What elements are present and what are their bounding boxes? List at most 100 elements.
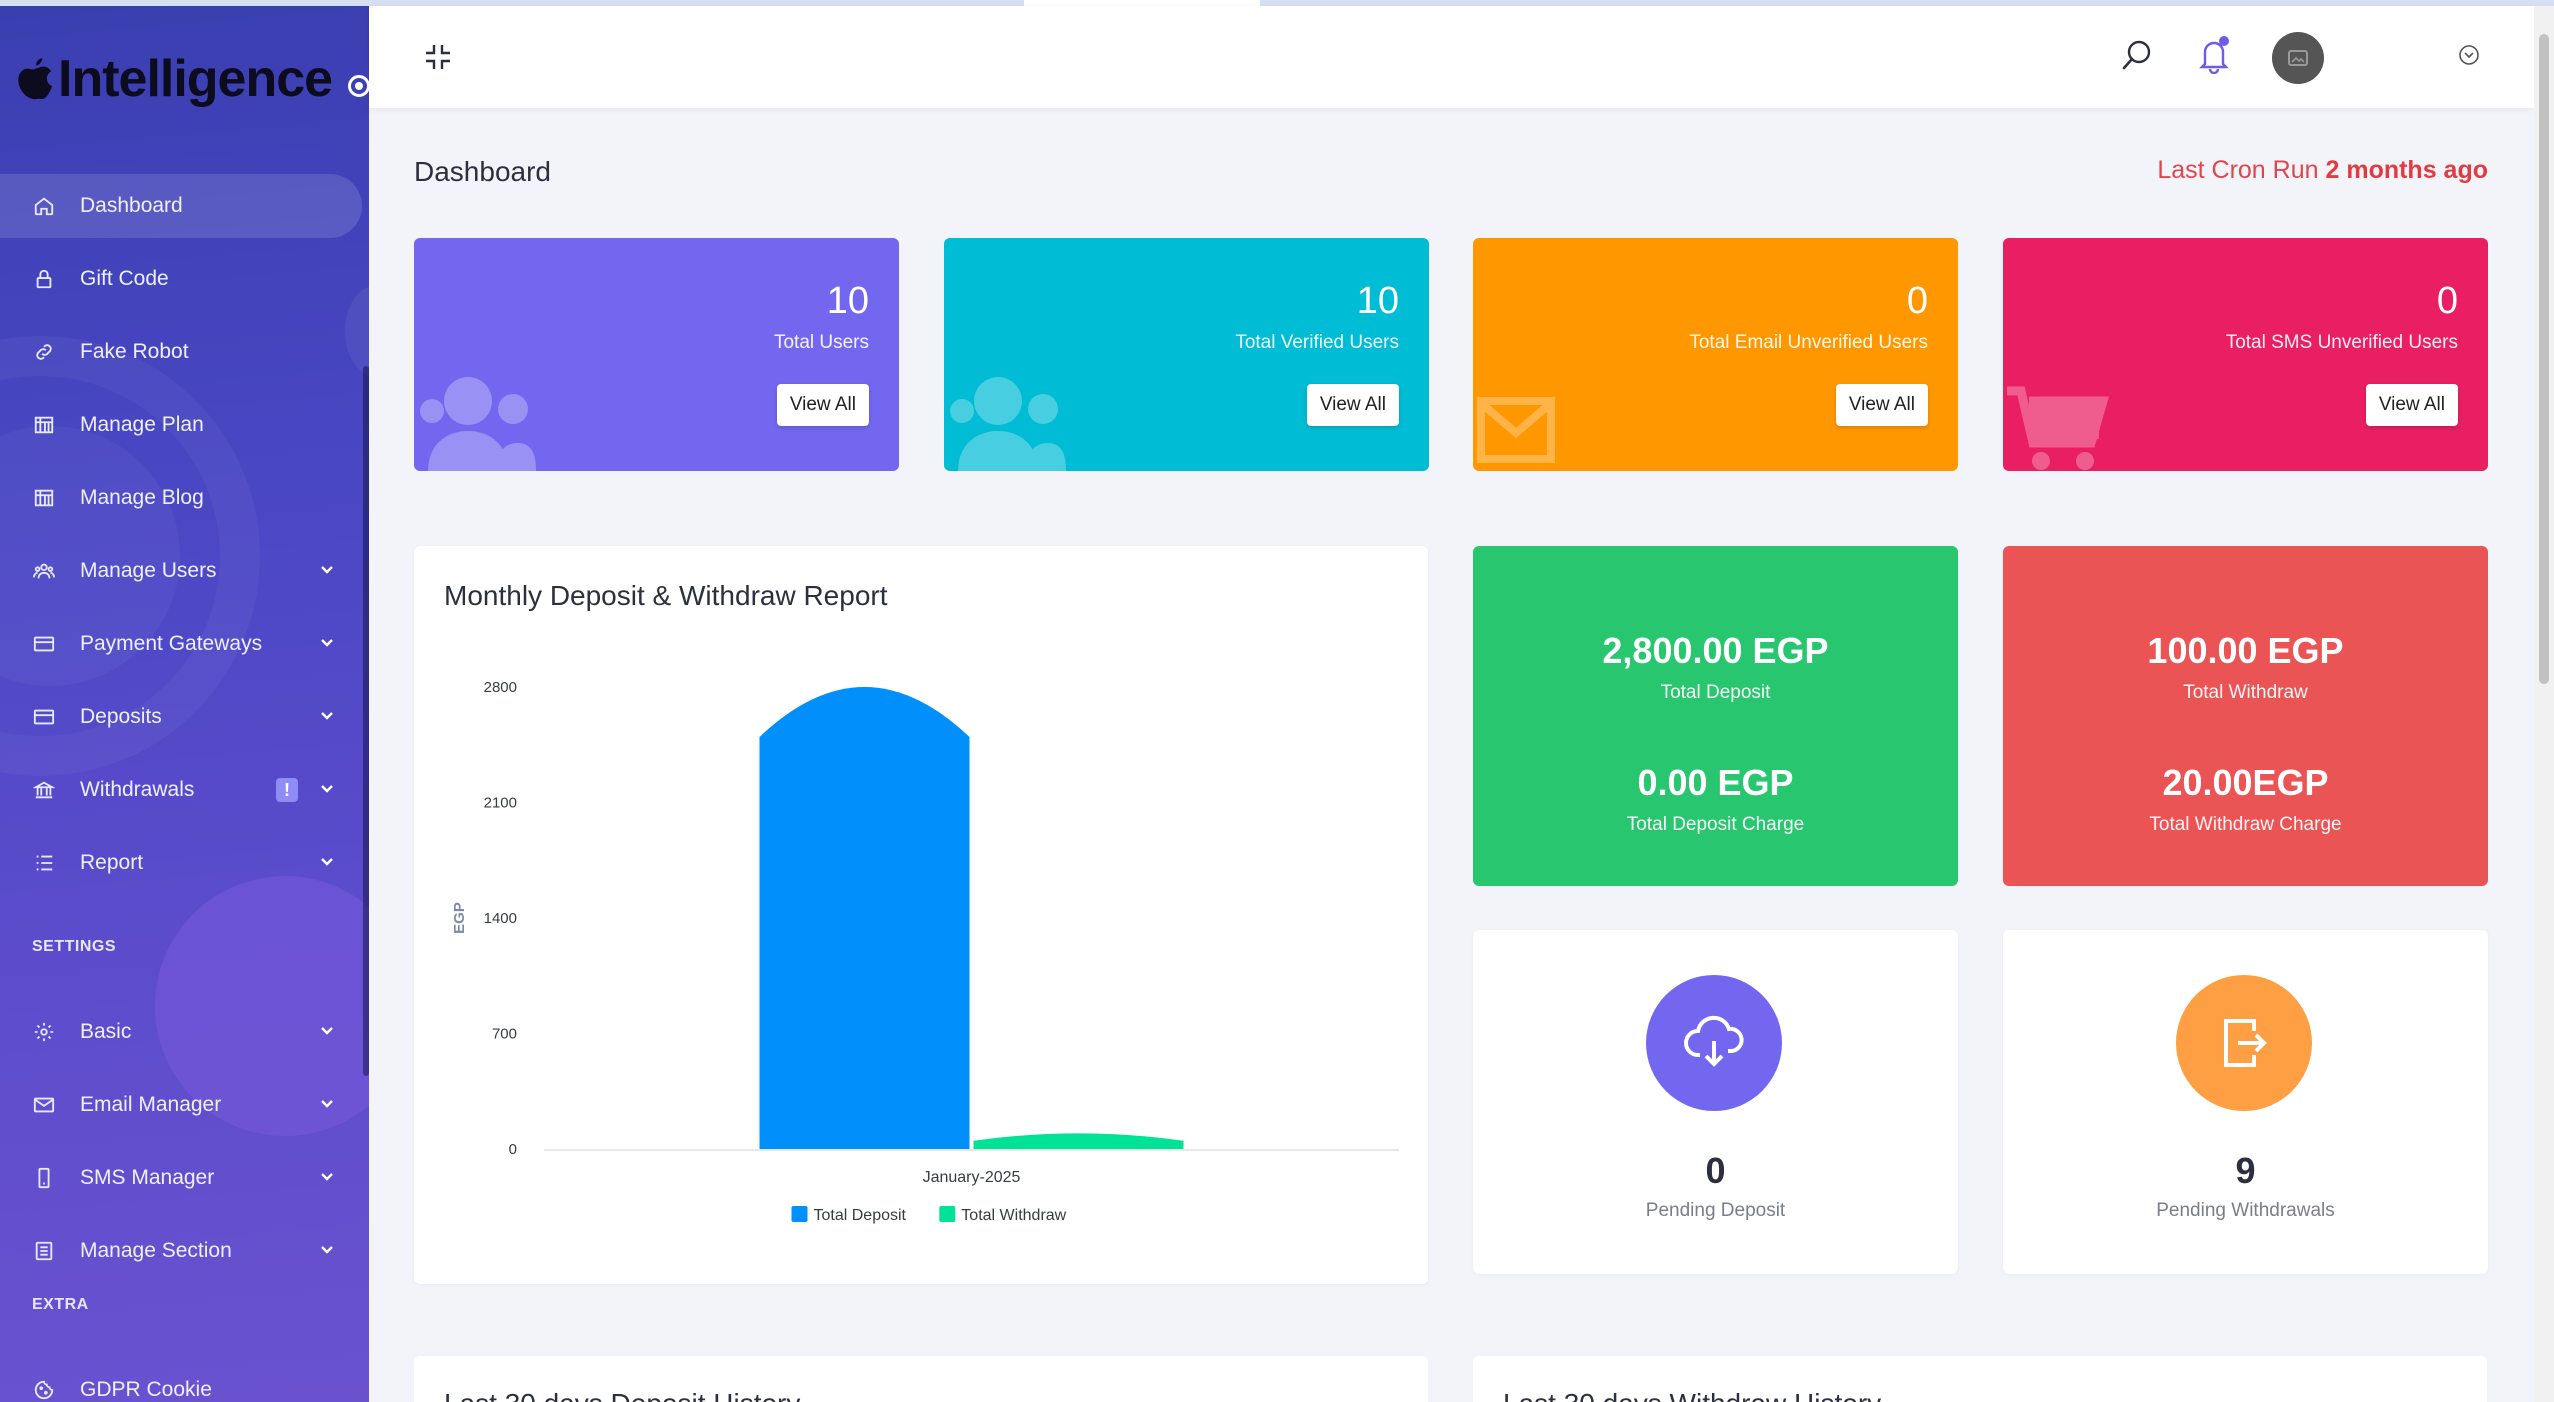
card-icon [32, 705, 56, 729]
withdraw-history-card: Last 30 days Withdraw History [1473, 1356, 2487, 1402]
total-verified-users-card: 10 Total Verified Users View All [944, 238, 1429, 471]
view-all-users-button[interactable]: View All [776, 384, 869, 426]
chevron-down-icon [321, 858, 333, 866]
deposit-summary-card: 2,800.00 EGP Total Deposit 0.00 EGP Tota… [1473, 546, 1958, 886]
cookie-icon [32, 1378, 56, 1402]
brand-logo[interactable]: Intelligence [14, 44, 369, 114]
stat-label: Total Users [773, 332, 869, 353]
user-menu-chevron-icon[interactable] [2458, 44, 2480, 66]
stat-label: Total SMS Unverified Users [2225, 332, 2458, 353]
chart-title: Monthly Deposit & Withdraw Report [444, 580, 888, 611]
cart-icon [2007, 386, 2109, 470]
y-tick-label: 2800 [484, 679, 517, 696]
sidebar-item-manage-section[interactable]: Manage Section [0, 1219, 362, 1283]
extra-section-title: EXTRA [32, 1296, 89, 1313]
y-tick-label: 2100 [484, 795, 517, 812]
mail-icon [32, 1093, 56, 1117]
avatar[interactable] [2272, 32, 2324, 84]
chevron-down-icon [321, 1027, 333, 1035]
sidebar-item-fake-robot[interactable]: Fake Robot [0, 320, 362, 384]
stat-value: 0 [1906, 280, 1928, 322]
sidebar-item-gdpr-cookie[interactable]: GDPR Cookie [0, 1358, 362, 1402]
view-all-email-unverified-button[interactable]: View All [1835, 384, 1928, 426]
sidebar-item-label: Report [80, 851, 144, 874]
stat-value: 10 [1356, 280, 1399, 322]
sidebar-item-manage-users[interactable]: Manage Users [0, 539, 362, 603]
sidebar-item-label: Deposits [80, 705, 162, 728]
sidebar-item-report[interactable]: Report [0, 831, 362, 895]
image-placeholder-icon [2288, 50, 2308, 66]
chevron-down-icon [321, 1246, 333, 1254]
users-icon [950, 377, 1066, 471]
notification-bell-icon[interactable] [2197, 36, 2231, 75]
bar-total-deposit [759, 687, 970, 1149]
link-icon [32, 340, 56, 364]
top-loading-strip [0, 0, 2554, 6]
legend-label: Total Deposit [814, 1207, 907, 1224]
top-header [369, 6, 2534, 108]
sidebar-item-withdrawals[interactable]: Withdrawals ! [0, 758, 362, 822]
sidebar-item-manage-blog[interactable]: Manage Blog [0, 466, 362, 530]
apple-logo-icon [18, 58, 53, 100]
sidebar-item-label: Withdrawals [80, 778, 195, 801]
total-email-unverified-card: 0 Total Email Unverified Users View All [1473, 238, 1958, 471]
page-scrollbar[interactable] [2534, 6, 2554, 1402]
sidebar-item-sms-manager[interactable]: SMS Manager [0, 1146, 362, 1210]
sidebar-item-basic[interactable]: Basic [0, 1000, 362, 1064]
sidebar-item-label: Manage Users [80, 559, 217, 582]
sidebar-item-manage-plan[interactable]: Manage Plan [0, 393, 362, 457]
section-icon [32, 1239, 56, 1263]
home-icon [32, 194, 56, 218]
pending-withdrawals-label: Pending Withdrawals [2156, 1200, 2335, 1221]
sidebar-item-deposits[interactable]: Deposits [0, 685, 362, 749]
chevron-down-icon [321, 712, 333, 720]
withdraw-summary-card: 100.00 EGP Total Withdraw 20.00EGP Total… [2003, 546, 2488, 886]
cron-value: 2 months ago [2325, 156, 2488, 184]
chevron-down-icon [321, 1173, 333, 1181]
view-all-sms-unverified-button[interactable]: View All [2365, 384, 2458, 426]
lock-icon [32, 267, 56, 291]
sidebar-item-dashboard[interactable]: Dashboard [0, 174, 362, 238]
chevron-down-icon [321, 639, 333, 647]
sidebar-item-payment-gateways[interactable]: Payment Gateways [0, 612, 362, 676]
gear-icon [32, 1020, 56, 1044]
legend-swatch [939, 1206, 956, 1222]
total-withdraw-label: Total Withdraw [2183, 682, 2308, 703]
total-users-card: 10 Total Users View All [414, 238, 899, 471]
sidebar-scrollbar[interactable] [363, 366, 369, 1076]
sidebar-item-label: GDPR Cookie [80, 1378, 212, 1401]
search-icon[interactable] [2120, 38, 2154, 72]
collapse-icon[interactable] [423, 42, 453, 72]
deposit-history-card: Last 30 days Deposit History [414, 1356, 1428, 1402]
stat-label: Total Email Unverified Users [1689, 332, 1928, 353]
sidebar-item-label: Gift Code [80, 267, 169, 290]
record-dot-icon [348, 75, 369, 97]
building-icon [32, 413, 56, 437]
x-tick-label: January-2025 [923, 1169, 1021, 1186]
pending-deposit-count: 0 [1705, 1150, 1726, 1191]
pending-deposit-card[interactable]: 0 Pending Deposit [1473, 930, 1958, 1274]
chevron-down-icon [321, 785, 333, 793]
envelope-icon [1477, 397, 1555, 463]
sidebar-item-email-manager[interactable]: Email Manager [0, 1073, 362, 1137]
deposit-withdraw-chart-card: Monthly Deposit & Withdraw Report 0 700 14… [414, 546, 1428, 1284]
page-title: Dashboard [414, 156, 551, 187]
chevron-down-icon [321, 1100, 333, 1108]
withdraw-history-title: Last 30 days Withdraw History [1503, 1388, 1881, 1402]
sidebar-item-label: Email Manager [80, 1093, 222, 1116]
total-sms-unverified-card: 0 Total SMS Unverified Users View All [2003, 238, 2488, 471]
legend-label: Total Withdraw [961, 1207, 1066, 1224]
stat-label: Total Verified Users [1235, 332, 1399, 353]
pending-deposit-label: Pending Deposit [1645, 1200, 1786, 1221]
y-axis-label: EGP [451, 902, 468, 934]
alert-badge: ! [276, 778, 298, 802]
pending-withdrawals-card[interactable]: 9 Pending Withdrawals [2003, 930, 2488, 1274]
view-all-verified-button[interactable]: View All [1306, 384, 1399, 426]
y-tick-label: 0 [509, 1141, 517, 1158]
total-withdraw-amount: 100.00 EGP [2147, 630, 2344, 671]
phone-icon [32, 1166, 56, 1190]
users-icon [32, 559, 56, 583]
sidebar-item-gift-code[interactable]: Gift Code [0, 247, 362, 311]
legend-swatch [791, 1206, 808, 1222]
sidebar: Intelligence Dashboard Gift Code Fake Ro… [0, 6, 369, 1402]
